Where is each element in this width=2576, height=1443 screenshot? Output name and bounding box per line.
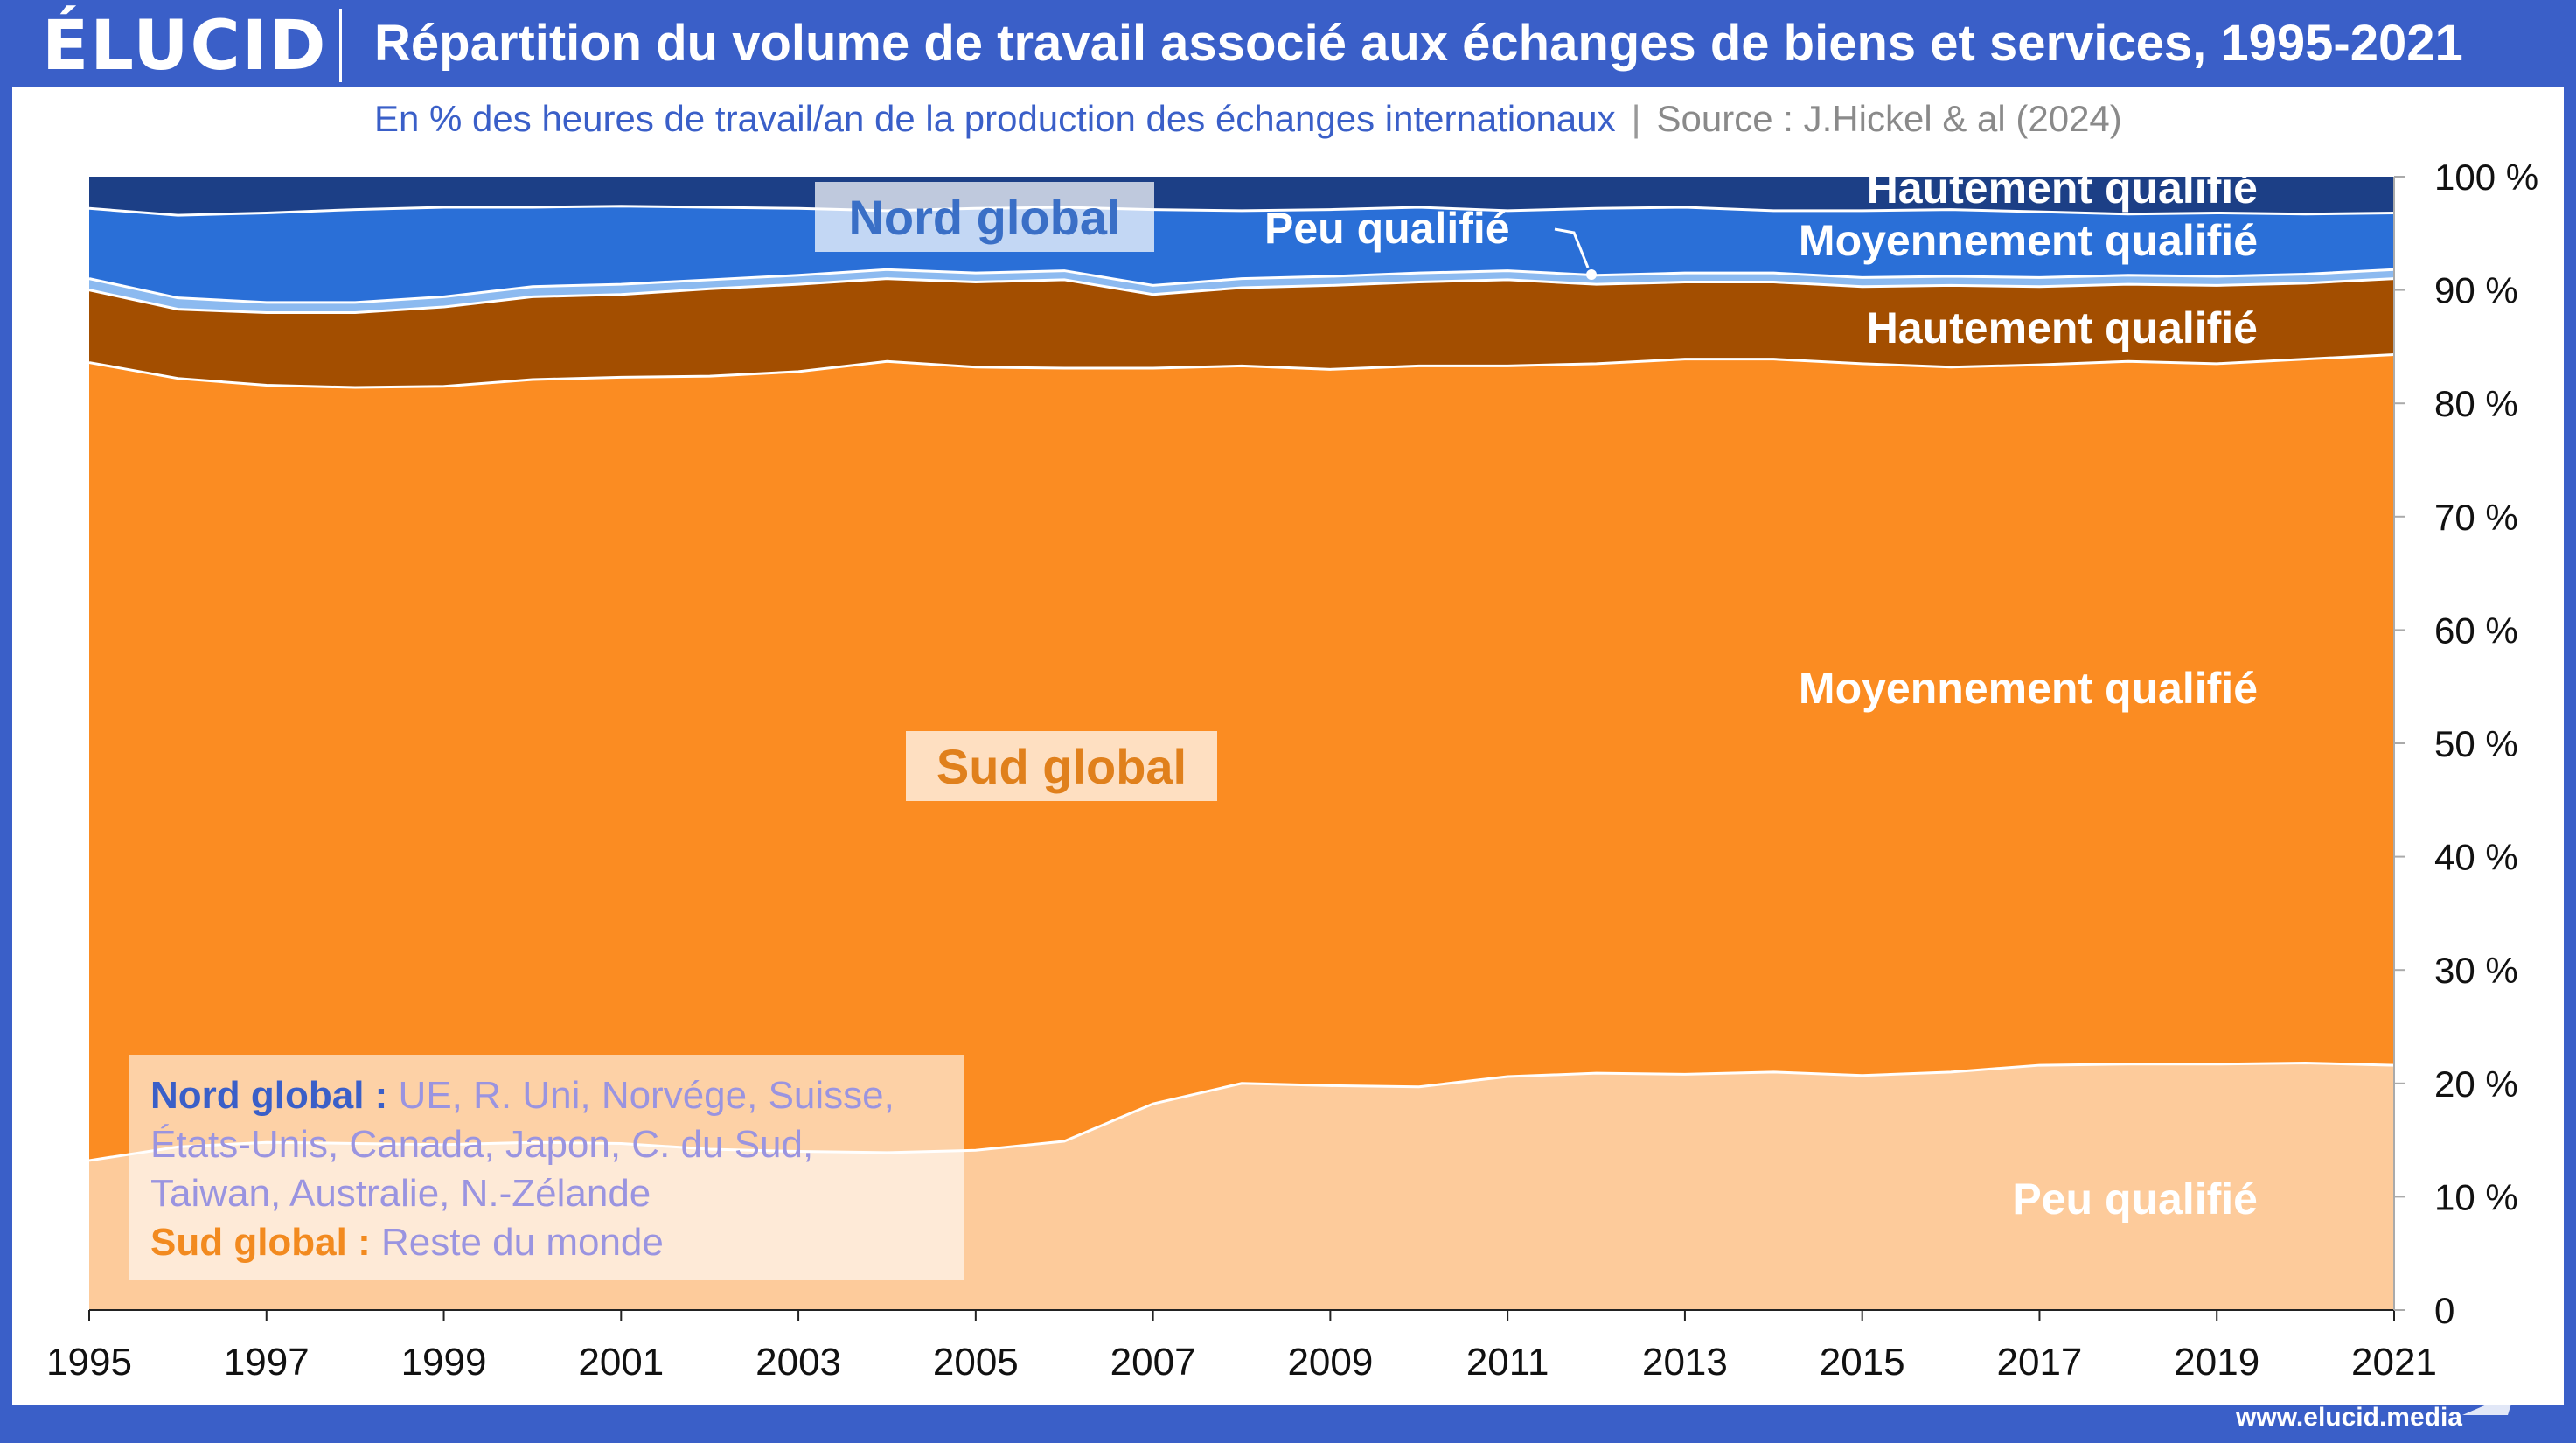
legend-note-box <box>129 1055 964 1280</box>
subtitle-separator: | <box>1631 98 1641 139</box>
y-tick-label: 30 % <box>2434 950 2518 991</box>
note-sud-label: Sud global : <box>150 1221 371 1264</box>
note-sud-text: Reste du monde <box>381 1221 664 1264</box>
band-separator-4 <box>88 205 2395 217</box>
label-nord-haut: Hautement qualifié <box>1867 164 2258 213</box>
elucid-mark-icon <box>2462 1392 2515 1415</box>
area-nord-global-3 <box>89 269 2394 313</box>
x-tick-label: 2011 <box>1466 1341 1549 1384</box>
area-sud-global-1 <box>89 354 2394 1161</box>
label-nord-moyen: Moyennement qualifié <box>1799 216 2258 265</box>
label-sud-haut: Hautement qualifié <box>1867 303 2258 352</box>
footer-bar <box>0 1405 2576 1443</box>
note-nord-line3: Taiwan, Australie, N.-Zélande <box>150 1172 651 1215</box>
x-tick-label: 2013 <box>1642 1341 1728 1384</box>
x-tick-label: 2015 <box>1820 1341 1905 1384</box>
y-tick-label: 40 % <box>2434 837 2518 878</box>
x-tick-label: 2009 <box>1287 1341 1373 1384</box>
axes-layer: 1995 1997 1999 2001 2003 2005 2007 2009 2011 2013… <box>46 157 2538 1384</box>
label-sud-moyen: Moyennement qualifié <box>1799 664 2258 713</box>
nord-global-box <box>815 182 1154 252</box>
band-separator-2 <box>88 277 2395 315</box>
leader-dot-nord-peu <box>1586 269 1597 280</box>
chart-title: Répartition du volume de travail associé… <box>374 15 2463 72</box>
x-tick-label: 2019 <box>2174 1341 2259 1384</box>
x-tick-label: 2017 <box>1997 1341 2083 1384</box>
y-tick-label: 80 % <box>2434 383 2518 424</box>
sud-global-box <box>906 731 1217 801</box>
source-text: Source : J.Hickel & al (2024) <box>1656 98 2122 139</box>
elucid-logo[interactable]: ÉLUCID <box>42 7 328 86</box>
x-tick-label: 2003 <box>755 1341 841 1384</box>
x-tick-label: 2005 <box>933 1341 1019 1384</box>
x-tick-label: 2021 <box>2351 1341 2437 1384</box>
note-nord-label: Nord global : <box>150 1074 388 1117</box>
band-separator-3 <box>88 268 2395 304</box>
x-tick-label: 1999 <box>401 1341 487 1384</box>
area-layer <box>88 177 2395 1310</box>
note-sud-line: Sud global : Reste du monde <box>150 1221 664 1265</box>
y-tick-label: 20 % <box>2434 1063 2518 1105</box>
x-tick-label: 2001 <box>578 1341 664 1384</box>
label-nord-peu: Peu qualifié <box>1264 204 1510 253</box>
y-tick-label: 70 % <box>2434 497 2518 538</box>
chart-subtitle: En % des heures de travail/an de la prod… <box>374 98 2122 140</box>
header-divider <box>339 9 342 82</box>
band-separator-1 <box>88 352 2395 389</box>
subtitle-text: En % des heures de travail/an de la prod… <box>374 98 1616 139</box>
y-tick-label: 60 % <box>2434 610 2518 651</box>
note-nord-line2: États-Unis, Canada, Japon, C. du Sud, <box>150 1123 814 1166</box>
area-nord-global-4 <box>89 206 2394 303</box>
y-tick-label: 10 % <box>2434 1176 2518 1217</box>
y-tick-label: 100 % <box>2434 157 2538 198</box>
footer-url[interactable]: www.elucid.media <box>2236 1403 2462 1432</box>
label-sud-global: Sud global <box>936 739 1187 794</box>
y-tick-label: 90 % <box>2434 270 2518 311</box>
x-tick-label: 1995 <box>46 1341 132 1384</box>
leader-line-nord-peu <box>1554 227 1590 268</box>
note-nord-text1: UE, R. Uni, Norvége, Suisse, <box>398 1074 895 1117</box>
y-tick-label: 50 % <box>2434 723 2518 764</box>
label-sud-peu: Peu qualifié <box>2012 1175 2258 1223</box>
y-tick-label: 0 <box>2434 1290 2454 1331</box>
label-nord-global: Nord global <box>848 190 1120 245</box>
header-bar: ÉLUCID Répartition du volume de travail … <box>0 0 2576 87</box>
note-nord-line1: Nord global : UE, R. Uni, Norvége, Suiss… <box>150 1074 895 1118</box>
x-tick-label: 2007 <box>1110 1341 1196 1384</box>
x-tick-label: 1997 <box>224 1341 310 1384</box>
